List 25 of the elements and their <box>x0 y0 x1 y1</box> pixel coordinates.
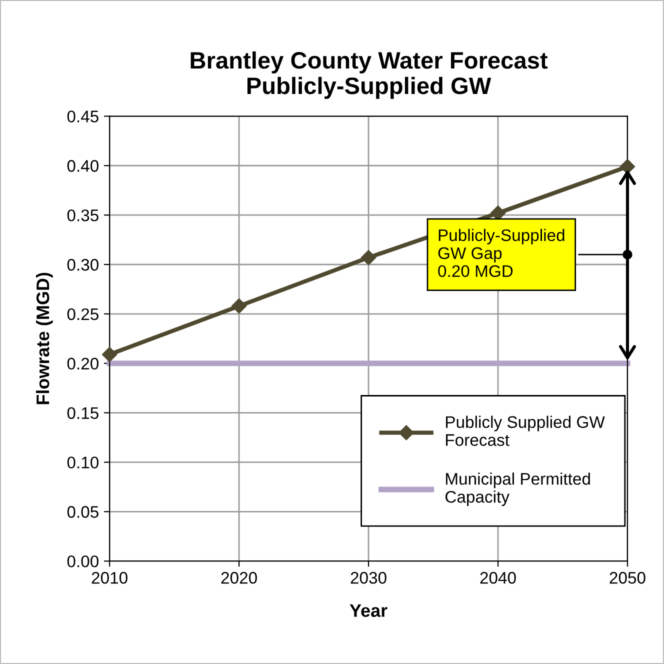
annotation: Publicly-Supplied GW Gap 0.20 MGD <box>438 228 564 278</box>
y-tick-label: 0.15 <box>67 407 98 419</box>
y-tick-label: 0.45 <box>67 110 98 122</box>
y-tick-label: 0.25 <box>67 308 98 320</box>
point <box>620 159 636 174</box>
x-tick-label: 2050 <box>610 572 646 584</box>
y-tick-label: 0.20 <box>67 358 98 370</box>
y-tick-label: 0.05 <box>67 506 98 518</box>
y-tick-label: 0.40 <box>67 160 98 172</box>
legend-label: Municipal Permitted Capacity <box>445 472 590 506</box>
x-tick-label: 2040 <box>480 572 516 584</box>
legend-label: Publicly Supplied GW Forecast <box>446 416 605 446</box>
point <box>360 250 376 266</box>
y-tick-label: 0.30 <box>67 258 98 271</box>
chart-title: Brantley County Water Forecast Publicly-Supplied GW <box>190 51 548 99</box>
y-tick-label: 0.00 <box>67 555 98 568</box>
point <box>231 298 247 314</box>
y-axis-title: Flowrate (MGD) <box>36 272 53 404</box>
x-tick-label: 2010 <box>92 572 128 584</box>
point <box>102 346 118 362</box>
y-tick-label: 0.35 <box>67 209 98 222</box>
x-axis-title: Year <box>350 604 388 617</box>
y-tick-label: 0.10 <box>67 456 98 468</box>
x-tick-label: 2030 <box>350 572 386 584</box>
x-tick-label: 2020 <box>221 572 257 584</box>
